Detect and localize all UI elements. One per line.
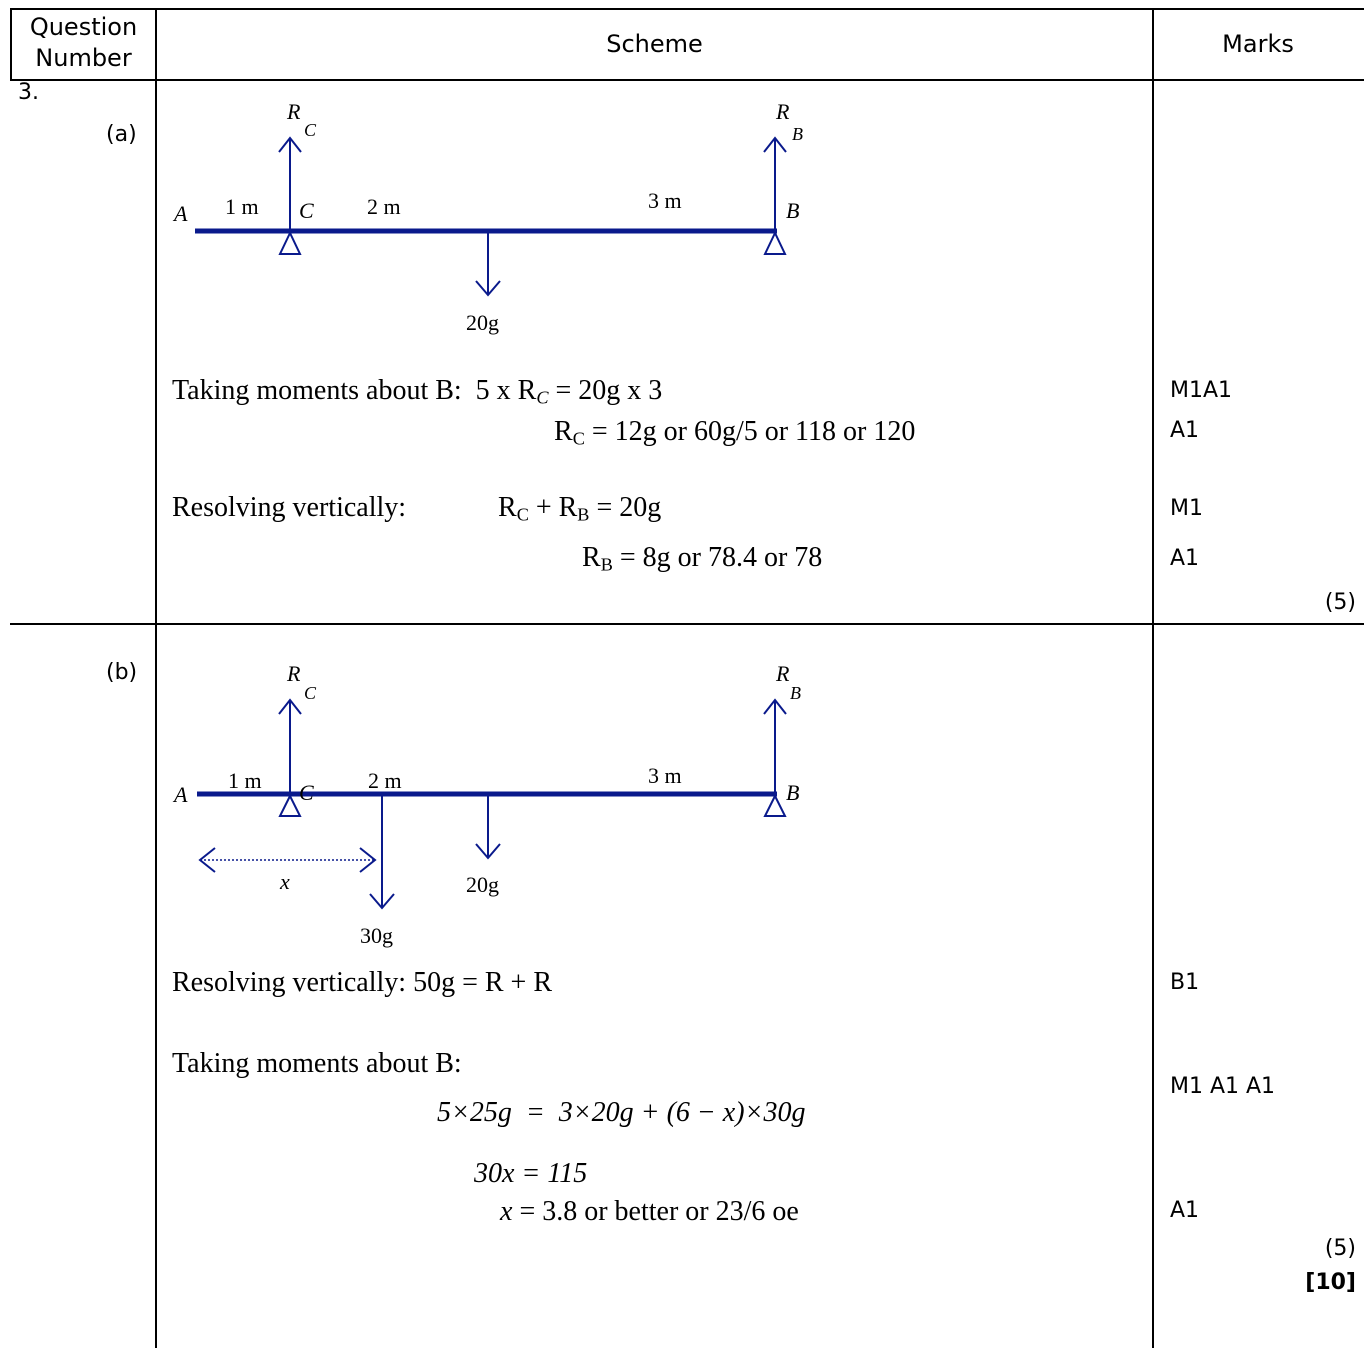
header-marks: Marks: [1222, 30, 1294, 58]
label-rb-sub: B: [792, 124, 803, 144]
label-rc-sub: C: [304, 120, 317, 140]
header-question-number: Question Number: [29, 13, 138, 72]
part-a-mark-m1a1: M1A1: [1170, 378, 1233, 403]
part-a-total: (5): [1324, 590, 1356, 615]
question-total: [10]: [1305, 1270, 1356, 1295]
header-scheme: Scheme: [606, 30, 703, 58]
part-b-moments-eq: 5×25g = 3×20g + (6 − x)×30g: [437, 1097, 806, 1128]
reaction-c-arrowhead: [278, 136, 302, 153]
label-rc-sub-b: C: [304, 683, 317, 703]
support-c-b: [278, 793, 302, 817]
part-a-mark-a1-2: A1: [1170, 546, 1200, 571]
part-a-resolve-label: Resolving vertically:: [172, 492, 407, 523]
part-b-resolve: Resolving vertically: 50g = R + R: [172, 967, 552, 998]
part-a-moments: Taking moments about B: 5 x RC = 20g x 3: [172, 375, 663, 408]
load-30g-arrowhead: [369, 893, 395, 910]
part-b-label: (b): [106, 660, 138, 685]
label-rb-sub-b: B: [790, 683, 801, 703]
part-b-mark-b1: B1: [1170, 970, 1200, 995]
label-a: A: [172, 201, 188, 226]
part-a-resolve-eq: RC + RB = 20g: [498, 492, 662, 525]
column-divider-1: [155, 8, 157, 1348]
part-b-mark-m1a1a1: M1 A1 A1: [1170, 1074, 1276, 1099]
label-rc-b: R: [286, 661, 301, 686]
part-a-rb-value: RB = 8g or 78.4 or 78: [582, 542, 823, 575]
part-b-moments-heading: Taking moments about B:: [172, 1048, 462, 1079]
label-rc: R: [286, 99, 301, 124]
header-bottom-border: [10, 79, 1364, 81]
label-1m: 1 m: [225, 194, 259, 219]
label-rb: R: [775, 99, 790, 124]
distance-x-right-head: [359, 847, 377, 873]
part-b-mark-a1: A1: [1170, 1198, 1200, 1223]
label-3m-b: 3 m: [648, 763, 682, 788]
table-left-border: [10, 8, 12, 80]
table-top-border: [10, 8, 1364, 10]
load-20g-arrowhead-b: [475, 843, 501, 860]
reaction-b-arrowhead: [763, 136, 787, 153]
reaction-c-arrowhead-b: [278, 698, 302, 715]
question-number: 3.: [18, 80, 39, 105]
part-b-eq-30x: 30x = 115: [474, 1158, 588, 1189]
label-x: x: [279, 869, 290, 894]
part-b-subtotal: (5): [1324, 1236, 1356, 1261]
label-b: B: [786, 198, 799, 223]
label-c: C: [299, 198, 314, 223]
part-a-label: (a): [106, 122, 137, 147]
support-b: [763, 230, 787, 255]
label-c-b: C: [299, 780, 314, 805]
label-1m-b: 1 m: [228, 768, 262, 793]
reaction-b-arrowhead-b: [763, 698, 787, 715]
beam-diagram-b: A 1 m C 2 m 3 m B R C R B x 20g 30g: [172, 661, 801, 948]
label-20g: 20g: [466, 310, 499, 335]
part-b-x-value: x = 3.8 or better or 23/6 oe: [500, 1196, 799, 1227]
label-2m-b: 2 m: [368, 768, 402, 793]
label-30g: 30g: [360, 923, 393, 948]
label-b-b: B: [786, 780, 799, 805]
label-20g-b: 20g: [466, 872, 499, 897]
label-2m: 2 m: [367, 194, 401, 219]
support-b-b: [763, 793, 787, 817]
distance-x-left-head: [198, 847, 216, 873]
part-a-mark-m1: M1: [1170, 496, 1203, 521]
column-divider-2: [1152, 8, 1154, 1348]
support-c: [278, 230, 302, 255]
label-a-b: A: [172, 782, 188, 807]
load-20g-arrowhead: [475, 280, 501, 297]
label-3m: 3 m: [648, 188, 682, 213]
label-rb-b: R: [775, 661, 790, 686]
part-a-rc-value: RC = 12g or 60g/5 or 118 or 120: [554, 416, 916, 449]
part-a-bottom-border: [10, 623, 1364, 625]
beam-diagram-a: A 1 m C 2 m 3 m B R C R B 20g: [172, 99, 803, 335]
part-a-mark-a1: A1: [1170, 418, 1200, 443]
